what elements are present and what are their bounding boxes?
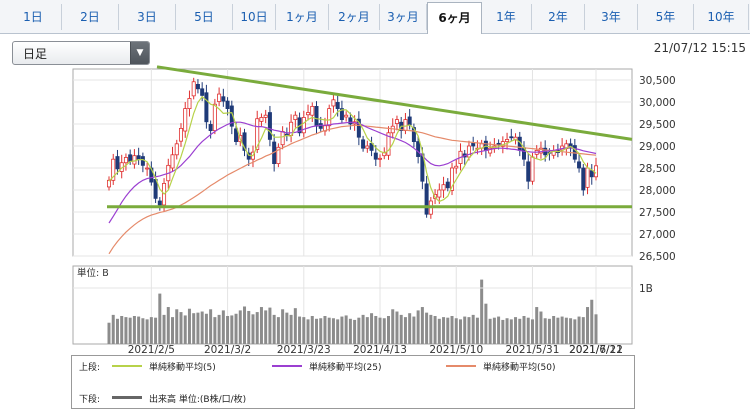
tab-12[interactable]: 3年 xyxy=(585,4,638,30)
tab-9[interactable]: 6ヶ月 xyxy=(427,2,482,35)
tab-11[interactable]: 2年 xyxy=(532,4,585,30)
tab-6[interactable]: 1ヶ月 xyxy=(276,4,329,30)
chevron-down-icon[interactable]: ▼ xyxy=(130,42,149,64)
tab-14[interactable]: 10年 xyxy=(694,4,749,30)
legend-volume-line xyxy=(112,396,142,399)
tab-7[interactable]: 2ヶ月 xyxy=(329,4,380,30)
legend: 上段: 単純移動平均(5) 単純移動平均(25) 単純移動平均(50) 下段: … xyxy=(71,355,635,409)
legend-ma25-line xyxy=(272,365,302,367)
legend-upper-label: 上段: xyxy=(79,363,101,373)
period-select-value: 日足 xyxy=(23,47,48,61)
tab-5[interactable]: 10日 xyxy=(233,4,276,30)
legend-ma5: 単純移動平均(5) xyxy=(149,363,216,373)
tab-13[interactable]: 5年 xyxy=(638,4,694,30)
legend-volume: 出来高 単位:(B株/口/枚) xyxy=(149,395,247,405)
tab-3[interactable]: 3日 xyxy=(119,4,176,30)
timestamp: 21/07/12 15:15 xyxy=(653,41,746,55)
legend-ma50: 単純移動平均(50) xyxy=(483,363,556,373)
tab-2[interactable]: 2日 xyxy=(62,4,119,30)
tab-10[interactable]: 1年 xyxy=(481,4,532,30)
period-tab-bar: 1日 2日 3日 5日 10日 1ヶ月 2ヶ月 3ヶ月 6ヶ月 1年 2年 3年 5年 10年 xyxy=(0,0,750,35)
period-select[interactable]: 日足 ▼ xyxy=(12,41,150,65)
legend-ma5-line xyxy=(112,365,142,367)
legend-ma50-line xyxy=(446,365,476,367)
tab-4[interactable]: 5日 xyxy=(176,4,233,30)
legend-lower-label: 下段: xyxy=(79,395,101,405)
tab-8[interactable]: 3ヶ月 xyxy=(380,4,427,30)
tab-1[interactable]: 1日 xyxy=(5,4,62,30)
legend-ma25: 単純移動平均(25) xyxy=(309,363,382,373)
